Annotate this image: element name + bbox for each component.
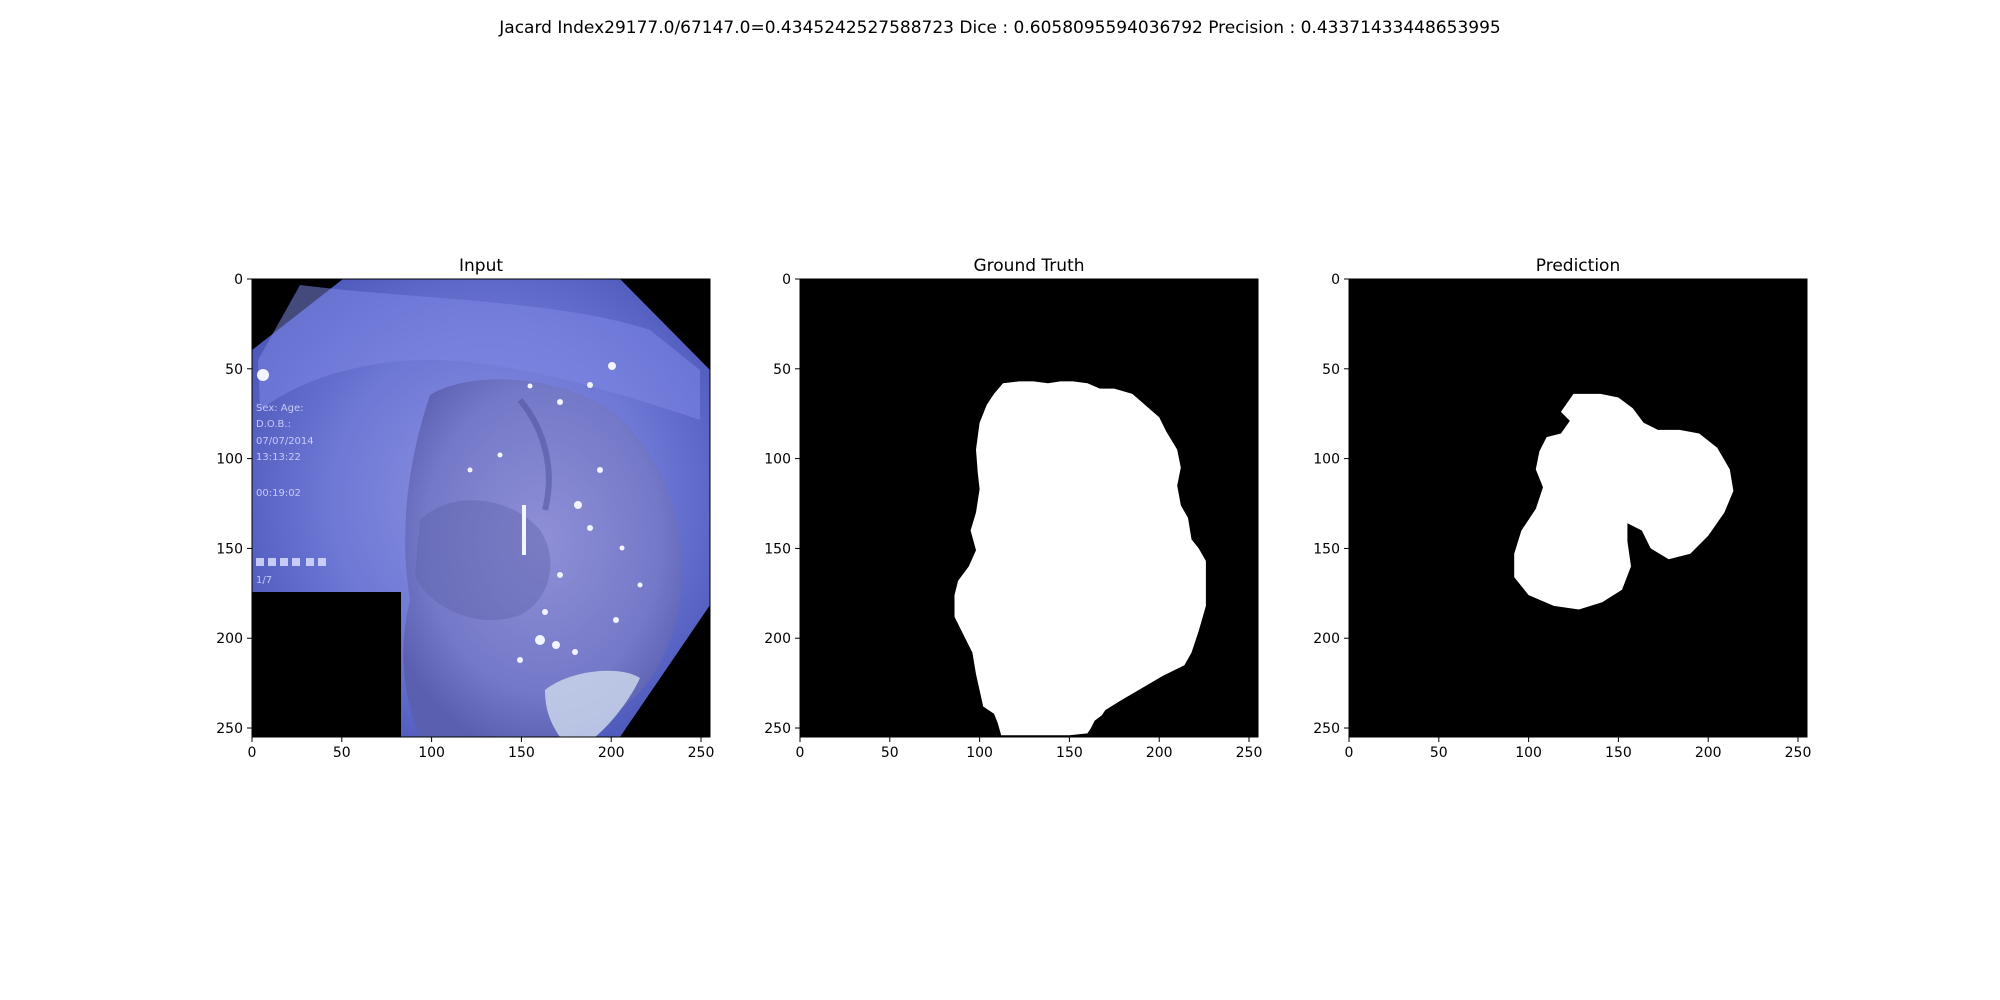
x-tick-label-prediction: 100 xyxy=(1515,745,1542,761)
overlay-text: Sex: Age: D.O.B.: 07/07/2014 13:13:22 00… xyxy=(256,403,314,586)
x-tick-label-input: 250 xyxy=(688,745,715,761)
y-tick-label-input: 100 xyxy=(216,452,243,468)
overlay-box xyxy=(252,592,401,737)
overlay-line-2: D.O.B.: xyxy=(256,419,291,430)
polyp xyxy=(403,379,682,737)
input-image: Sex: Age: D.O.B.: 07/07/2014 13:13:22 00… xyxy=(252,279,710,737)
y-tick-label-prediction: 150 xyxy=(1313,541,1340,557)
y-tick-label-ground-truth: 200 xyxy=(764,631,791,647)
y-tick-label-ground-truth: 150 xyxy=(764,541,791,557)
y-tick-label-prediction: 50 xyxy=(1322,362,1340,378)
mucosa-upper xyxy=(258,285,700,420)
axes-frame-ground-truth xyxy=(799,278,1259,738)
y-tick-label-input: 50 xyxy=(225,362,243,378)
y-tick-label-prediction: 0 xyxy=(1331,272,1340,288)
x-tick-label-prediction: 150 xyxy=(1605,745,1632,761)
x-tick-label-prediction: 200 xyxy=(1695,745,1722,761)
panel-input: Input xyxy=(459,256,503,276)
overlay-line-1: Sex: Age: xyxy=(256,403,304,414)
axes-layer: 0 50 100 150 200 250 0 50 100 150 200 250 0 50 100 150 2… xyxy=(216,272,1811,761)
y-tick-label-prediction: 100 xyxy=(1313,452,1340,468)
x-tick-label-input: 200 xyxy=(598,745,625,761)
y-tick-label-input: 150 xyxy=(216,541,243,557)
polyp-lobe xyxy=(415,500,551,621)
x-tick-label-ground-truth: 150 xyxy=(1056,745,1083,761)
overlay-line-6: 1/7 xyxy=(256,575,272,586)
overlay-line-3: 07/07/2014 xyxy=(256,436,314,447)
x-tick-label-input: 100 xyxy=(418,745,445,761)
x-tick-label-ground-truth: 50 xyxy=(881,745,899,761)
ground-truth-mask xyxy=(954,381,1206,736)
panel-title-ground-truth: Ground Truth xyxy=(973,256,1084,276)
x-tick-label-ground-truth: 200 xyxy=(1146,745,1173,761)
overlay-bars xyxy=(256,558,326,566)
y-tick-label-ground-truth: 50 xyxy=(773,362,791,378)
y-tick-label-prediction: 200 xyxy=(1313,631,1340,647)
x-tick-label-prediction: 50 xyxy=(1430,745,1448,761)
x-tick-label-ground-truth: 250 xyxy=(1236,745,1263,761)
panel-prediction: Prediction xyxy=(1349,256,1807,737)
x-tick-label-input: 0 xyxy=(248,745,257,761)
y-tick-label-prediction: 250 xyxy=(1313,721,1340,737)
y-tick-label-input: 0 xyxy=(234,272,243,288)
panel-title-input: Input xyxy=(459,256,503,276)
x-tick-label-ground-truth: 0 xyxy=(796,745,805,761)
panel-title-prediction: Prediction xyxy=(1536,256,1620,276)
axes-frame-input xyxy=(251,278,711,738)
x-tick-label-prediction: 250 xyxy=(1785,745,1812,761)
x-tick-label-input: 50 xyxy=(333,745,351,761)
figure-suptitle: Jacard Index29177.0/67147.0=0.4345242527… xyxy=(498,18,1500,38)
y-tick-label-ground-truth: 100 xyxy=(764,452,791,468)
y-tick-label-ground-truth: 0 xyxy=(782,272,791,288)
overlay-line-4: 13:13:22 xyxy=(256,452,301,463)
panel-ground-truth: Ground Truth xyxy=(800,256,1258,737)
y-tick-label-ground-truth: 250 xyxy=(764,721,791,737)
overlay-line-5: 00:19:02 xyxy=(256,488,301,499)
y-tick-label-input: 250 xyxy=(216,721,243,737)
reflection-patch xyxy=(545,670,640,737)
x-tick-label-ground-truth: 100 xyxy=(966,745,993,761)
polyp-fold xyxy=(517,398,552,511)
x-tick-label-input: 150 xyxy=(508,745,535,761)
specular-highlights xyxy=(257,362,643,663)
x-tick-label-prediction: 0 xyxy=(1345,745,1354,761)
y-tick-label-input: 200 xyxy=(216,631,243,647)
prediction-mask xyxy=(1514,393,1734,610)
axes-frame-prediction xyxy=(1348,278,1808,738)
